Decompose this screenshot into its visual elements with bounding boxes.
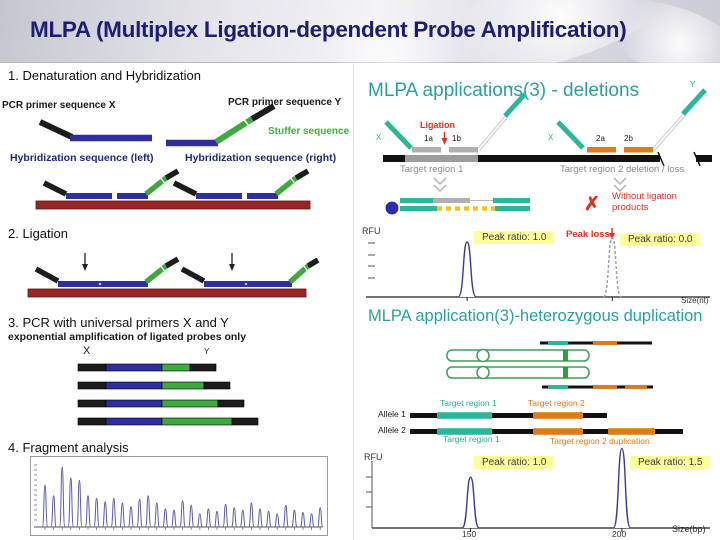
step1-heading: 1. Denaturation and Hybridization bbox=[8, 68, 201, 83]
peak-ratio-15-callout: Peak ratio: 1.5 bbox=[630, 456, 711, 469]
pcr-primer-y-label: PCR primer sequence Y bbox=[228, 97, 342, 108]
target1-bottom-label: Target region 1 bbox=[443, 434, 500, 444]
probe1-x-label: X bbox=[376, 133, 382, 142]
deletions-title: MLPA applications(3) - deletions bbox=[368, 80, 640, 101]
peak-ratio-1-callout: Peak ratio: 1.0 bbox=[474, 231, 555, 244]
primer-x-label: X bbox=[83, 345, 91, 357]
pcr-products-diagram bbox=[77, 363, 259, 426]
rfu-axis-label-1: RFU bbox=[362, 226, 381, 236]
probe-1a-label: 1a bbox=[424, 134, 433, 143]
chromosome-diagram bbox=[446, 341, 653, 389]
deletion-electropherogram bbox=[366, 228, 710, 301]
allele1-label: Allele 1 bbox=[378, 409, 406, 419]
step3-subheading: exponential amplification of ligated pro… bbox=[8, 331, 247, 343]
probe2-y-label: Y bbox=[690, 80, 696, 89]
panel-divider bbox=[353, 62, 354, 540]
duplication-title: MLPA application(3)-heterozygous duplica… bbox=[368, 307, 703, 325]
peak-ratio-0-callout: Peak ratio: 0.0 bbox=[620, 233, 701, 246]
allele2-label: Allele 2 bbox=[378, 425, 406, 435]
target2-top-label: Target region 2 bbox=[528, 398, 585, 408]
target2-duplication-label: Target region 2 duplication bbox=[550, 436, 650, 446]
duplication-electropherogram bbox=[366, 447, 710, 532]
ligation-label: Ligation bbox=[420, 120, 455, 130]
probe-2a-label: 2a bbox=[596, 134, 605, 143]
probe-2b-label: 2b bbox=[624, 134, 633, 143]
tick-150-label: 150 bbox=[462, 529, 477, 539]
slide-title: MLPA (Multiplex Ligation-dependent Probe… bbox=[30, 17, 627, 42]
probe-1b-label: 1b bbox=[452, 134, 461, 143]
ligation-diagram bbox=[27, 253, 320, 298]
target-region2-label: Target region 2 deletion / loss bbox=[560, 164, 685, 175]
without-ligation-label: Without ligation products bbox=[612, 191, 677, 213]
peak-ratio-10-callout: Peak ratio: 1.0 bbox=[474, 456, 555, 469]
probe1-y-label: Y bbox=[508, 85, 514, 94]
pcr-primer-x-label: PCR primer sequence X bbox=[2, 100, 116, 111]
peak-loss-label: Peak loss bbox=[566, 229, 610, 240]
size-nt-axis-label: Size(nt) bbox=[681, 296, 709, 305]
probe2-x-label: X bbox=[548, 133, 554, 142]
allele-bars-diagram bbox=[410, 412, 683, 435]
denaturation-hybridization-diagram bbox=[35, 103, 311, 210]
title-banner bbox=[0, 0, 720, 108]
target-region1-label: Target region 1 bbox=[400, 164, 464, 175]
size-bp-axis-label: Size(bp) bbox=[672, 524, 706, 534]
target1-top-label: Target region 1 bbox=[440, 398, 497, 408]
deletion-probe-diagram bbox=[383, 88, 712, 215]
stuffer-label: Stuffer sequence bbox=[268, 126, 350, 137]
hyb-right-label: Hybridization sequence (right) bbox=[185, 152, 337, 164]
primer-y-label: Y bbox=[204, 347, 210, 356]
fragment-analysis-chart bbox=[30, 456, 328, 536]
step4-heading: 4. Fragment analysis bbox=[8, 440, 129, 455]
hyb-left-label: Hybridization sequence (left) bbox=[10, 152, 154, 164]
rfu-axis-label-2: RFU bbox=[364, 452, 383, 462]
step3-heading: 3. PCR with universal primers X and Y bbox=[8, 315, 229, 330]
step2-heading: 2. Ligation bbox=[8, 226, 68, 241]
tick-200-label: 200 bbox=[612, 529, 627, 539]
no-ligation-x-icon: ✗ bbox=[584, 194, 600, 215]
